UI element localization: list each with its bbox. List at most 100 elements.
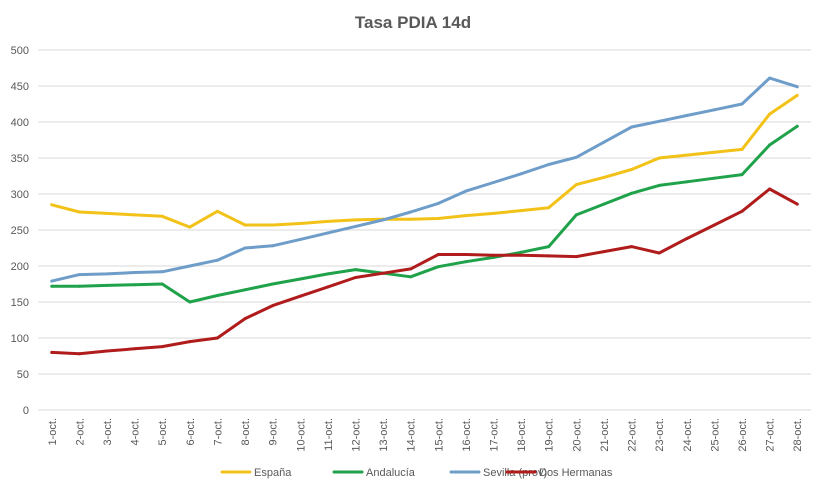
data-point (271, 223, 275, 227)
x-tick-label: 16-oct. (461, 418, 473, 452)
data-point (243, 246, 247, 250)
series-line-3 (50, 187, 799, 356)
data-point (464, 260, 468, 264)
data-point (602, 250, 606, 254)
gridlines (38, 49, 811, 375)
data-point (685, 180, 689, 184)
data-point (740, 173, 744, 177)
data-point (354, 224, 357, 228)
data-point (685, 153, 689, 157)
data-point (271, 282, 275, 286)
x-tick-label: 27-oct. (765, 418, 777, 452)
data-point (712, 223, 716, 227)
data-point (464, 214, 468, 218)
data-point (77, 210, 81, 214)
data-point (354, 276, 357, 279)
x-tick-label: 9-oct. (268, 418, 280, 446)
data-point (188, 300, 192, 304)
y-tick-label: 50 (17, 369, 29, 381)
data-point (547, 245, 551, 249)
data-point (547, 206, 551, 210)
data-point (271, 244, 275, 248)
data-point (795, 202, 799, 206)
chart-title: Tasa PDIA 14d (355, 13, 471, 32)
data-point (712, 150, 716, 154)
series-line-2 (50, 76, 799, 283)
y-axis-ticks: 0 50 100 150 200 250 300 350 400 450 500 (11, 45, 29, 417)
data-point (50, 284, 54, 288)
data-point (740, 209, 744, 213)
x-tick-label: 14-oct. (406, 418, 418, 452)
data-point (795, 85, 799, 89)
data-point (160, 214, 164, 218)
legend-label: España (254, 467, 292, 479)
data-point (215, 209, 219, 213)
data-point (768, 143, 772, 147)
x-tick-label: 8-oct. (240, 418, 252, 446)
data-point (326, 272, 330, 276)
x-tick-label: 12-oct. (350, 418, 362, 452)
data-point (795, 93, 799, 97)
data-point (77, 352, 81, 356)
data-point (326, 231, 330, 235)
y-tick-label: 400 (11, 117, 29, 129)
y-tick-label: 350 (11, 153, 29, 165)
data-point (50, 350, 54, 354)
data-point (685, 237, 689, 241)
data-point (77, 273, 81, 277)
data-point (547, 254, 551, 258)
x-tick-label: 19-oct. (544, 418, 556, 452)
data-point (298, 237, 302, 241)
data-point (712, 176, 716, 180)
data-point (215, 294, 219, 297)
x-tick-label: 17-oct. (489, 418, 501, 452)
x-tick-label: 21-oct. (599, 418, 611, 452)
data-point (657, 251, 661, 255)
data-point (271, 304, 275, 308)
data-point (630, 245, 634, 249)
series-line-1 (50, 124, 799, 304)
data-point (381, 218, 385, 222)
x-tick-label: 4-oct. (130, 418, 142, 446)
data-point (768, 76, 772, 80)
data-point (602, 202, 606, 206)
data-point (243, 223, 247, 227)
data-point (795, 124, 799, 128)
x-tick-label: 15-oct. (433, 418, 445, 452)
data-point (243, 288, 247, 292)
data-point (160, 345, 164, 349)
series-line-0 (50, 93, 799, 229)
data-point (105, 349, 109, 353)
legend-label: Andalucía (366, 467, 416, 479)
data-point (50, 203, 54, 207)
x-axis-ticks: 1-oct. 2-oct. 3-oct. 4-oct. 5-oct. 6-oct. 7-oc… (47, 418, 804, 452)
x-tick-label: 18-oct. (516, 418, 528, 452)
data-point (105, 211, 109, 215)
data-point (133, 213, 137, 217)
data-point (160, 270, 164, 274)
x-tick-label: 3-oct. (102, 418, 114, 446)
y-tick-label: 500 (11, 45, 29, 57)
data-point (436, 201, 440, 205)
data-point (326, 219, 330, 223)
x-tick-label: 6-oct. (185, 418, 197, 446)
data-point (574, 255, 578, 259)
data-point (630, 168, 634, 171)
x-tick-label: 7-oct. (212, 418, 224, 446)
data-point (215, 258, 219, 262)
data-point (712, 108, 716, 112)
data-point (298, 294, 302, 298)
y-tick-label: 200 (11, 261, 29, 273)
data-point (492, 253, 495, 257)
data-point (740, 102, 744, 106)
data-point (492, 211, 495, 215)
data-point (381, 271, 385, 275)
x-tick-label: 26-oct. (737, 418, 749, 452)
data-point (519, 253, 523, 257)
data-point (547, 163, 551, 166)
x-tick-label: 10-oct. (295, 418, 307, 452)
data-point (436, 217, 440, 220)
data-point (105, 272, 109, 276)
data-point (50, 279, 54, 283)
